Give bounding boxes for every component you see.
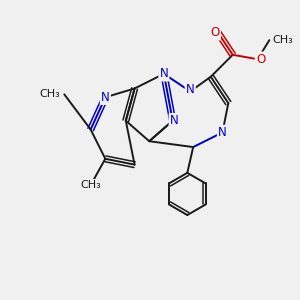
- Text: N: N: [160, 67, 168, 80]
- Text: N: N: [218, 126, 227, 139]
- Text: O: O: [211, 26, 220, 39]
- Text: N: N: [170, 114, 178, 127]
- Text: N: N: [186, 83, 195, 97]
- Text: CH₃: CH₃: [80, 180, 101, 190]
- Text: N: N: [101, 91, 110, 104]
- Text: CH₃: CH₃: [272, 35, 293, 45]
- Text: O: O: [256, 53, 265, 66]
- Text: CH₃: CH₃: [39, 89, 60, 99]
